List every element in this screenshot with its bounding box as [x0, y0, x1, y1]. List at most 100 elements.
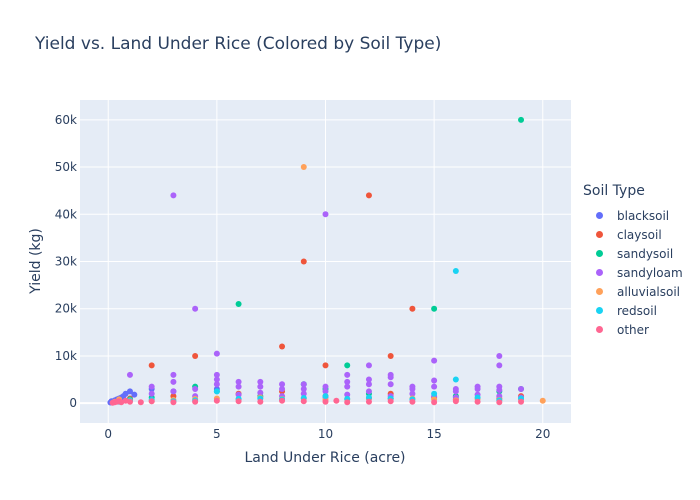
data-point-other[interactable] [192, 398, 199, 405]
data-point-sandysoil[interactable] [518, 116, 525, 123]
data-point-alluvialsoil[interactable] [539, 397, 546, 404]
data-point-other[interactable] [126, 398, 133, 405]
data-point-sandyloam[interactable] [474, 386, 481, 392]
data-point-other[interactable] [387, 398, 394, 405]
data-point-sandyloam[interactable] [170, 388, 177, 395]
data-point-sandyloam[interactable] [387, 381, 394, 388]
data-point-other[interactable] [322, 398, 329, 405]
data-point-sandyloam[interactable] [452, 388, 459, 395]
legend-label: sandyloam [617, 265, 683, 280]
data-point-sandyloam[interactable] [365, 362, 372, 369]
data-point-sandyloam[interactable] [496, 352, 503, 359]
data-point-sandyloam[interactable] [213, 376, 220, 383]
data-point-sandysoil[interactable] [431, 305, 438, 312]
data-point-sandyloam[interactable] [518, 386, 525, 392]
data-point-blacksoil[interactable] [131, 391, 138, 398]
data-point-sandyloam[interactable] [322, 388, 329, 395]
data-point-sandyloam[interactable] [235, 383, 242, 390]
data-point-redsoil[interactable] [474, 394, 481, 401]
data-point-claysoil[interactable] [300, 258, 307, 265]
data-point-claysoil[interactable] [387, 352, 394, 359]
data-point-redsoil[interactable] [431, 390, 438, 397]
data-point-sandyloam[interactable] [235, 378, 242, 385]
data-point-sandyloam[interactable] [192, 386, 199, 392]
data-point-other[interactable] [170, 399, 177, 406]
data-point-sandyloam[interactable] [496, 386, 503, 393]
data-point-other[interactable] [137, 399, 144, 406]
data-point-sandyloam[interactable] [431, 383, 438, 390]
data-point-sandyloam[interactable] [300, 381, 307, 388]
data-point-sandyloam[interactable] [344, 391, 351, 398]
data-point-redsoil[interactable] [452, 376, 459, 383]
legend-item-redsoil[interactable]: redsoil [583, 301, 683, 320]
data-point-sandyloam[interactable] [387, 374, 394, 381]
data-point-redsoil[interactable] [213, 388, 220, 395]
data-point-claysoil[interactable] [192, 352, 199, 359]
data-point-redsoil[interactable] [322, 393, 329, 400]
data-point-sandyloam[interactable] [409, 386, 416, 392]
legend-item-sandysoil[interactable]: sandysoil [583, 244, 683, 263]
data-point-other[interactable] [235, 398, 242, 405]
data-point-sandysoil[interactable] [235, 301, 242, 307]
data-point-sandyloam[interactable] [257, 378, 264, 385]
data-point-other[interactable] [431, 399, 438, 406]
data-point-blacksoil[interactable] [126, 388, 133, 395]
data-point-other[interactable] [365, 398, 372, 405]
legend-item-other[interactable]: other [583, 320, 683, 339]
data-point-sandyloam[interactable] [257, 383, 264, 390]
data-point-sandyloam[interactable] [148, 390, 155, 397]
data-point-sandyloam[interactable] [126, 371, 133, 378]
data-point-claysoil[interactable] [365, 192, 372, 199]
data-point-sandyloam[interactable] [300, 390, 307, 397]
data-point-other[interactable] [213, 397, 220, 404]
data-point-other[interactable] [257, 398, 264, 405]
data-point-sandyloam[interactable] [192, 305, 199, 312]
data-point-sandyloam[interactable] [344, 378, 351, 385]
data-point-sandyloam[interactable] [344, 371, 351, 378]
data-point-sandyloam[interactable] [365, 376, 372, 383]
data-point-sandyloam[interactable] [170, 378, 177, 385]
data-point-other[interactable] [518, 398, 525, 405]
data-point-sandyloam[interactable] [279, 386, 286, 392]
data-point-sandyloam[interactable] [365, 388, 372, 395]
data-point-other[interactable] [474, 398, 481, 405]
data-point-sandyloam[interactable] [365, 381, 372, 388]
data-point-sandyloam[interactable] [235, 391, 242, 398]
data-point-other[interactable] [333, 397, 340, 404]
data-point-sandyloam[interactable] [170, 371, 177, 378]
data-point-other[interactable] [300, 398, 307, 405]
data-point-claysoil[interactable] [279, 343, 286, 350]
legend-item-blacksoil[interactable]: blacksoil [583, 206, 683, 225]
data-point-other[interactable] [279, 397, 286, 404]
data-point-sandyloam[interactable] [170, 192, 177, 199]
legend-item-claysoil[interactable]: claysoil [583, 225, 683, 244]
data-point-sandyloam[interactable] [213, 350, 220, 357]
data-point-other[interactable] [409, 398, 416, 405]
data-point-sandyloam[interactable] [322, 211, 329, 218]
data-point-sandyloam[interactable] [257, 389, 264, 396]
data-point-redsoil[interactable] [365, 394, 372, 401]
data-point-sandyloam[interactable] [409, 390, 416, 397]
data-point-sandyloam[interactable] [431, 357, 438, 364]
data-point-other[interactable] [496, 399, 503, 406]
data-point-sandyloam[interactable] [496, 362, 503, 369]
data-point-sandyloam[interactable] [322, 383, 329, 390]
data-point-redsoil[interactable] [452, 267, 459, 274]
legend-item-sandyloam[interactable]: sandyloam [583, 263, 683, 282]
data-point-sandyloam[interactable] [213, 371, 220, 378]
data-point-sandyloam[interactable] [431, 377, 438, 384]
data-point-claysoil[interactable] [322, 362, 329, 369]
legend-item-alluvialsoil[interactable]: alluvialsoil [583, 282, 683, 301]
data-point-sandysoil[interactable] [344, 362, 351, 369]
data-point-sandyloam[interactable] [344, 383, 351, 390]
data-point-other[interactable] [344, 399, 351, 406]
data-point-other[interactable] [148, 398, 155, 405]
data-point-claysoil[interactable] [148, 362, 155, 369]
data-point-sandyloam[interactable] [279, 381, 286, 388]
data-point-claysoil[interactable] [409, 305, 416, 312]
data-point-alluvialsoil[interactable] [300, 164, 307, 171]
data-point-sandyloam[interactable] [300, 386, 307, 392]
data-point-other[interactable] [452, 398, 459, 405]
data-point-sandyloam[interactable] [148, 383, 155, 390]
data-point-sandyloam[interactable] [213, 381, 220, 388]
